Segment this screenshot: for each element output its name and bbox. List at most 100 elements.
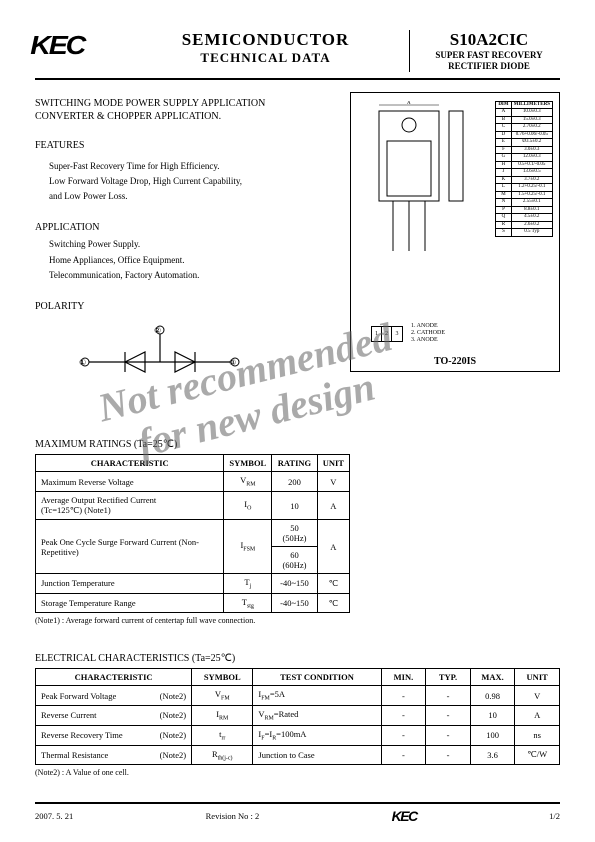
cell-char: Junction Temperature	[36, 574, 224, 594]
table-row: Average Output Rectified Current (Tc=125…	[36, 492, 350, 520]
footer-logo: KEC	[392, 808, 417, 824]
table-row: Maximum Reverse Voltage VRM 200 V	[36, 472, 350, 492]
cell-char: Peak Forward Voltage (Note2)	[36, 686, 192, 706]
col-min: MIN.	[381, 669, 426, 686]
cell-sym: Rth(j-c)	[192, 745, 253, 765]
table-row: Reverse Recovery Time (Note2) trr IF=IR=…	[36, 725, 560, 745]
cell-sym: Tstg	[224, 593, 272, 613]
table-row: Thermal Resistance (Note2) Rth(j-c) Junc…	[36, 745, 560, 765]
col-unit: UNIT	[515, 669, 560, 686]
table-row: Reverse Current (Note2) IRM VRM=Rated - …	[36, 706, 560, 726]
cell-min: -	[381, 745, 426, 765]
dimension-table: DIMMILLIMETERS A10.0±0.3B15.0±0.3C2.70±0…	[495, 101, 553, 237]
cell-cond: VRM=Rated	[253, 706, 381, 726]
cell-min: -	[381, 686, 426, 706]
cell-char: Thermal Resistance (Note2)	[36, 745, 192, 765]
cell-sym: IFSM	[224, 520, 272, 574]
features-line: Super-Fast Recovery Time for High Effici…	[49, 159, 338, 174]
table-row: Peak Forward Voltage (Note2) VFM IFM=5A …	[36, 686, 560, 706]
pin-label: 2. CATHODE	[411, 330, 445, 337]
cell-sym: VRM	[224, 472, 272, 492]
cell-unit: V	[515, 686, 560, 706]
cell-char: Maximum Reverse Voltage	[36, 472, 224, 492]
cell-typ: -	[426, 725, 471, 745]
cell-sym: IRM	[192, 706, 253, 726]
doc-title: SEMICONDUCTOR TECHNICAL DATA	[130, 30, 410, 72]
app-line: Home Appliances, Office Equipment.	[49, 253, 338, 268]
electrical-table: CHARACTERISTIC SYMBOL TEST CONDITION MIN…	[35, 668, 560, 765]
cell-sym: VFM	[192, 686, 253, 706]
right-column: A DIMMILLIMETERS A10.0±0.3B15.0±0.3C2.70…	[350, 92, 560, 380]
cell-cond: Junction to Case	[253, 745, 381, 765]
features-line: Low Forward Voltage Drop, High Current C…	[49, 174, 338, 189]
features-line: and Low Power Loss.	[49, 189, 338, 204]
title-main: SEMICONDUCTOR	[130, 30, 401, 50]
cell-sym: Tj	[224, 574, 272, 594]
cell-char: Storage Temperature Range	[36, 593, 224, 613]
footer-rev: Revision No : 2	[206, 811, 260, 821]
cell-rating: 200	[272, 472, 317, 492]
part-number: S10A2CIC	[418, 30, 560, 50]
pin-rect: 123	[371, 326, 403, 342]
cell-char: Reverse Recovery Time (Note2)	[36, 725, 192, 745]
intro-line1: SWITCHING MODE POWER SUPPLY APPLICATION	[35, 98, 338, 109]
electrical-heading: ELECTRICAL CHARACTERISTICS (Ta=25℃)	[35, 653, 560, 664]
cell-max: 0.98	[470, 686, 515, 706]
col-cond: TEST CONDITION	[253, 669, 381, 686]
cell-char: Peak One Cycle Surge Forward Current (No…	[36, 520, 224, 574]
package-box: A DIMMILLIMETERS A10.0±0.3B15.0±0.3C2.70…	[350, 92, 560, 372]
dim-col-1: DIM	[496, 101, 511, 109]
table-header-row: CHARACTERISTIC SYMBOL TEST CONDITION MIN…	[36, 669, 560, 686]
pin-2: ②	[154, 326, 161, 335]
cell-rating: -40~150	[272, 593, 317, 613]
dim-col-2: MILLIMETERS	[511, 101, 552, 109]
pin-label: 3. ANODE	[411, 337, 445, 344]
cell-unit: A	[317, 520, 349, 574]
cell-rating: 60 (60Hz)	[272, 547, 317, 574]
col-sym: SYMBOL	[192, 669, 253, 686]
cell-char: Average Output Rectified Current (Tc=125…	[36, 492, 224, 520]
polarity-heading: POLARITY	[35, 301, 338, 312]
pin-label: 1. ANODE	[411, 323, 445, 330]
logo-cell: KEC	[35, 30, 130, 72]
cell-min: -	[381, 706, 426, 726]
col-sym: SYMBOL	[224, 455, 272, 472]
polarity-diagram: ① ③ ②	[75, 322, 338, 379]
cell-cond: IF=IR=100mA	[253, 725, 381, 745]
polarity-svg: ① ③ ②	[75, 322, 245, 377]
app-line: Telecommunication, Factory Automation.	[49, 268, 338, 283]
cell-cond: IFM=5A	[253, 686, 381, 706]
table-row: Peak One Cycle Surge Forward Current (No…	[36, 520, 350, 547]
cell-max: 10	[470, 706, 515, 726]
application-heading: APPLICATION	[35, 222, 338, 233]
cell-sym: trr	[192, 725, 253, 745]
left-column: SWITCHING MODE POWER SUPPLY APPLICATION …	[35, 92, 338, 380]
cell-typ: -	[426, 745, 471, 765]
table-row: Junction Temperature Tj -40~150 ℃	[36, 574, 350, 594]
header: KEC SEMICONDUCTOR TECHNICAL DATA S10A2CI…	[35, 30, 560, 80]
table-header-row: CHARACTERISTIC SYMBOL RATING UNIT	[36, 455, 350, 472]
cell-unit: A	[515, 706, 560, 726]
cell-unit: ℃	[317, 574, 349, 594]
ratings-section: MAXIMUM RATINGS (Ta=25℃) CHARACTERISTIC …	[35, 439, 560, 625]
cell-max: 100	[470, 725, 515, 745]
cell-rating: 10	[272, 492, 317, 520]
part-desc-2: RECTIFIER DIODE	[418, 61, 560, 72]
features-heading: FEATURES	[35, 140, 338, 151]
cell-unit: ℃	[317, 593, 349, 613]
part-desc-1: SUPER FAST RECOVERY	[418, 50, 560, 61]
pin-box: 123 1. ANODE 2. CATHODE 3. ANODE	[371, 323, 445, 345]
svg-text:A: A	[407, 101, 411, 106]
electrical-note: (Note2) : A Value of one cell.	[35, 768, 560, 777]
ratings-note: (Note1) : Average forward current of cen…	[35, 616, 560, 625]
package-drawing: A	[359, 101, 479, 311]
cell-unit: A	[317, 492, 349, 520]
application-block: Switching Power Supply. Home Appliances,…	[49, 237, 338, 283]
cell-typ: -	[426, 686, 471, 706]
cell-rating: -40~150	[272, 574, 317, 594]
col-typ: TYP.	[426, 669, 471, 686]
app-line: Switching Power Supply.	[49, 237, 338, 252]
cell-sym: IO	[224, 492, 272, 520]
content-row: SWITCHING MODE POWER SUPPLY APPLICATION …	[35, 92, 560, 380]
cell-typ: -	[426, 706, 471, 726]
